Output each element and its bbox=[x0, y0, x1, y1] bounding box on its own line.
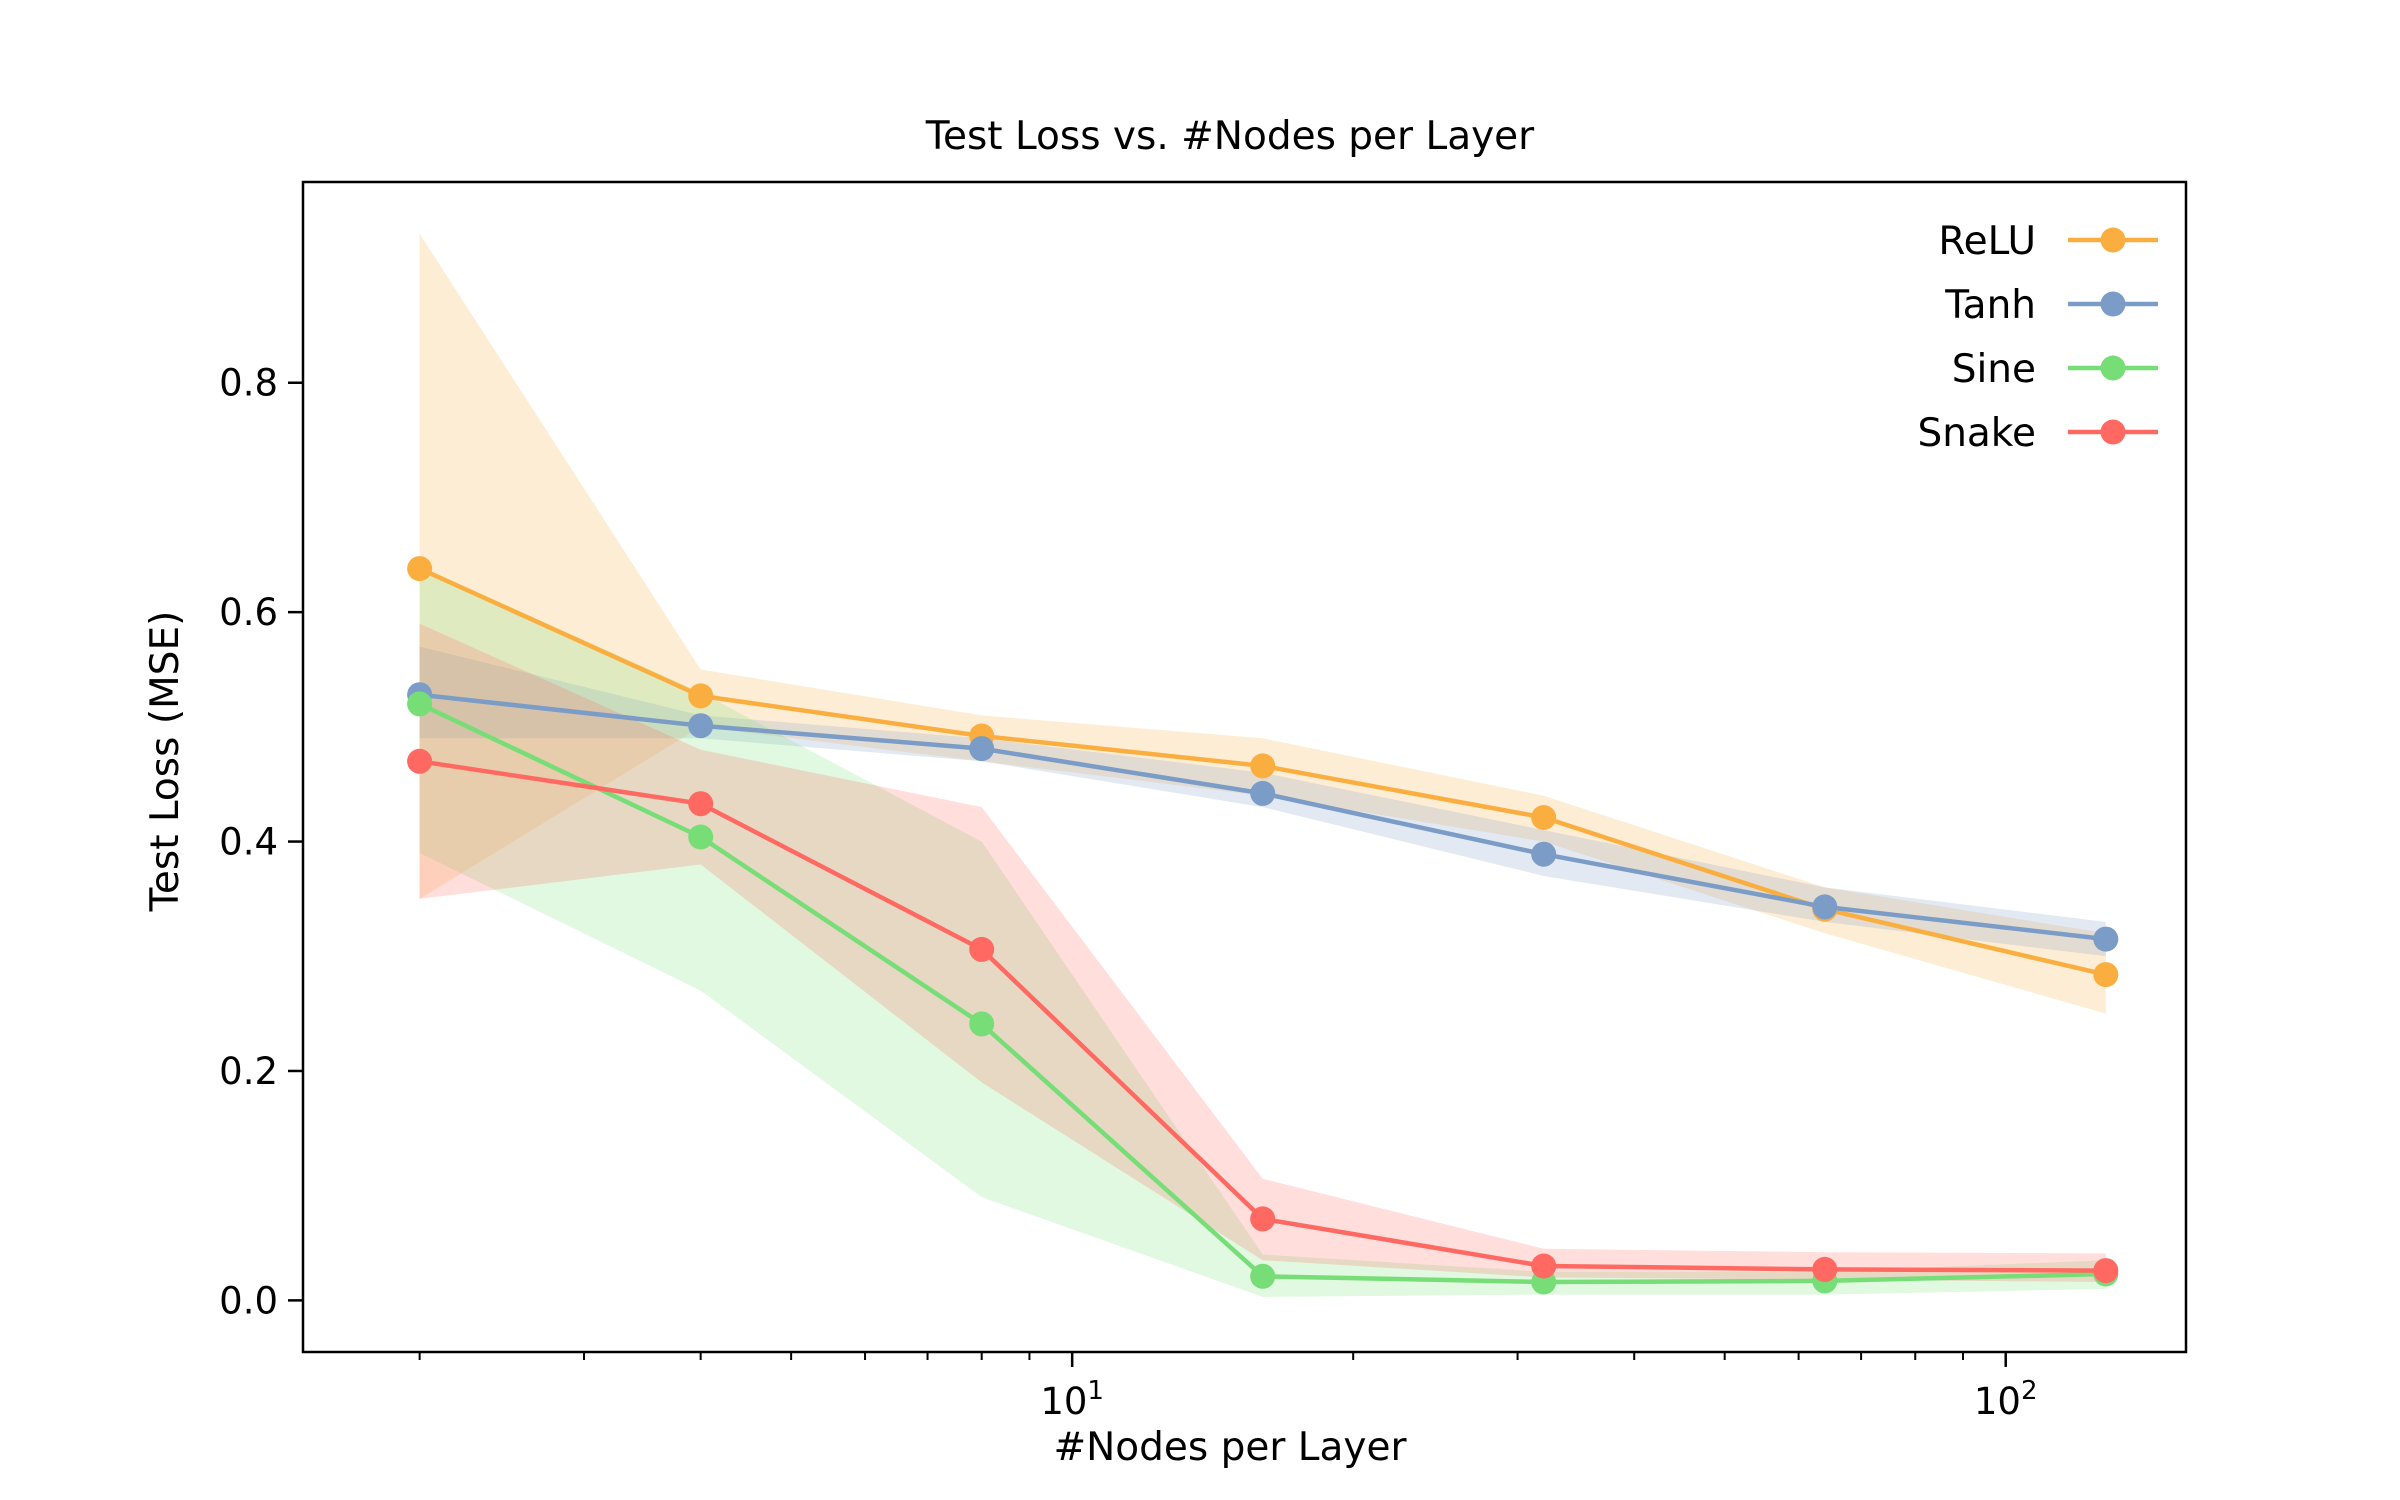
point-tanh bbox=[688, 713, 714, 739]
point-snake bbox=[407, 748, 433, 774]
x-axis-label: #Nodes per Layer bbox=[1053, 1425, 1407, 1470]
band-snake bbox=[419, 623, 2106, 1282]
point-sine bbox=[969, 1011, 995, 1037]
chart-title: Test Loss vs. #Nodes per Layer bbox=[925, 114, 1535, 159]
y-tick-label: 0.0 bbox=[219, 1279, 278, 1322]
point-snake bbox=[688, 791, 714, 817]
point-tanh bbox=[969, 736, 995, 762]
legend-label-relu: ReLU bbox=[1938, 219, 2036, 264]
point-snake bbox=[969, 936, 995, 962]
point-tanh bbox=[1812, 894, 1838, 920]
point-tanh bbox=[2093, 926, 2119, 952]
point-relu bbox=[688, 683, 714, 709]
point-snake bbox=[1812, 1256, 1838, 1282]
point-sine bbox=[688, 824, 714, 850]
point-relu bbox=[1250, 753, 1276, 779]
x-tick-label: 101 bbox=[1040, 1376, 1104, 1423]
y-tick-label: 0.8 bbox=[219, 362, 278, 405]
point-snake bbox=[1250, 1206, 1276, 1232]
legend: ReLU Tanh Sine Snake bbox=[1917, 219, 2158, 456]
x-axis-ticks: 101 102 bbox=[418, 1352, 2038, 1423]
band-sine bbox=[419, 566, 2106, 1297]
x-tick-label: 102 bbox=[1974, 1376, 2038, 1423]
legend-label-sine: Sine bbox=[1952, 347, 2036, 392]
legend-label-snake: Snake bbox=[1917, 411, 2036, 456]
point-snake bbox=[1531, 1253, 1557, 1279]
point-relu bbox=[1531, 805, 1557, 830]
y-axis-label: Test Loss (MSE) bbox=[143, 611, 188, 913]
legend-label-tanh: Tanh bbox=[1944, 283, 2036, 328]
legend-marker-tanh bbox=[2100, 291, 2126, 317]
series-points bbox=[407, 556, 2119, 1295]
y-tick-label: 0.4 bbox=[219, 821, 278, 864]
point-relu bbox=[2093, 962, 2119, 988]
y-axis-ticks: 0.0 0.2 0.4 0.6 0.8 bbox=[219, 362, 303, 1322]
legend-marker-relu bbox=[2100, 227, 2126, 253]
y-tick-label: 0.6 bbox=[219, 591, 278, 634]
point-relu bbox=[407, 556, 433, 582]
point-snake bbox=[2093, 1258, 2119, 1284]
point-tanh bbox=[1531, 841, 1557, 867]
point-sine bbox=[1250, 1263, 1276, 1289]
legend-marker-sine bbox=[2100, 355, 2126, 381]
point-tanh bbox=[1250, 780, 1276, 806]
legend-marker-snake bbox=[2100, 419, 2126, 445]
y-tick-label: 0.2 bbox=[219, 1050, 278, 1093]
plot-area-frame bbox=[301, 180, 2188, 1354]
point-sine bbox=[407, 691, 433, 717]
